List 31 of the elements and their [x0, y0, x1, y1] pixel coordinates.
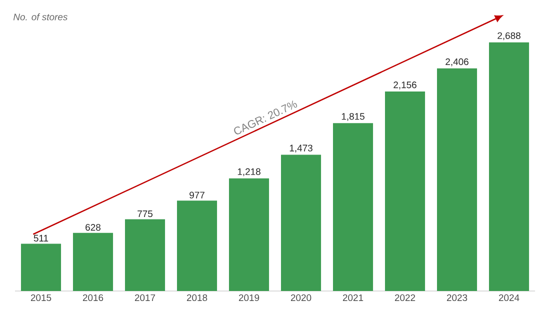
- bar: [280, 154, 322, 291]
- data-label: 2,406: [446, 58, 468, 66]
- y-axis-title: No. of stores: [13, 13, 68, 20]
- data-label: 511: [34, 234, 48, 242]
- x-tick-label: 2015: [30, 294, 52, 302]
- data-label: 2,688: [498, 32, 520, 40]
- bar: [332, 123, 374, 291]
- x-tick-label: 2016: [82, 294, 104, 302]
- data-label: 2,156: [394, 82, 416, 90]
- x-tick-label: 2019: [238, 294, 260, 302]
- bar: [228, 178, 270, 291]
- x-tick-label: 2020: [290, 294, 312, 302]
- data-label: 1,473: [290, 144, 312, 153]
- bar: [72, 232, 114, 291]
- x-tick-label: 2022: [394, 294, 416, 302]
- data-label: 628: [86, 224, 100, 231]
- x-tick-label: 2023: [446, 294, 468, 302]
- bar: [384, 92, 426, 291]
- data-label: 775: [138, 210, 153, 218]
- data-label: 1,218: [238, 168, 260, 176]
- bar: [488, 42, 530, 291]
- x-tick-label: 2017: [134, 294, 156, 302]
- data-label: 977: [190, 192, 204, 198]
- x-tick-label: 2024: [498, 294, 520, 302]
- bar: [20, 244, 62, 291]
- bar: [176, 200, 218, 291]
- x-tick-label: 2018: [186, 294, 208, 302]
- bar: [124, 219, 166, 291]
- bar: [436, 68, 478, 291]
- x-tick-label: 2021: [342, 294, 364, 302]
- data-label: 1,815: [342, 113, 364, 121]
